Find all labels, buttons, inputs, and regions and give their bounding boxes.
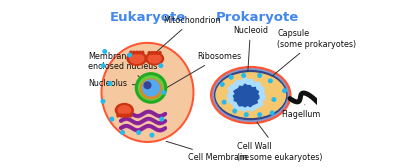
Ellipse shape [151, 52, 153, 54]
Ellipse shape [216, 73, 286, 117]
Text: Cell Membrane: Cell Membrane [166, 141, 250, 162]
Ellipse shape [142, 80, 160, 96]
Polygon shape [234, 84, 259, 107]
Circle shape [268, 79, 272, 83]
Circle shape [272, 98, 276, 101]
Circle shape [258, 113, 262, 116]
Circle shape [222, 100, 226, 104]
Ellipse shape [146, 52, 164, 65]
Ellipse shape [123, 114, 125, 117]
Text: Nucleoid: Nucleoid [233, 26, 268, 80]
Text: Nucleolus: Nucleolus [88, 79, 145, 88]
Circle shape [242, 74, 246, 77]
Text: Ribosomes: Ribosomes [164, 52, 242, 89]
Circle shape [220, 83, 224, 86]
Ellipse shape [154, 52, 156, 54]
Ellipse shape [120, 114, 122, 117]
Circle shape [108, 82, 112, 85]
Ellipse shape [156, 52, 158, 54]
Text: Membrane-
enclosed nucleus: Membrane- enclosed nucleus [88, 52, 157, 84]
Ellipse shape [144, 82, 151, 89]
Ellipse shape [133, 51, 135, 54]
Ellipse shape [159, 52, 161, 54]
Circle shape [101, 64, 105, 67]
Ellipse shape [130, 54, 144, 63]
Ellipse shape [118, 106, 130, 115]
Ellipse shape [101, 43, 194, 142]
Ellipse shape [138, 76, 164, 100]
Ellipse shape [117, 114, 119, 117]
Circle shape [150, 133, 154, 137]
Ellipse shape [139, 51, 141, 54]
Ellipse shape [140, 79, 162, 99]
Ellipse shape [126, 114, 128, 117]
Ellipse shape [213, 69, 288, 121]
Ellipse shape [103, 45, 192, 140]
Ellipse shape [130, 114, 132, 117]
Circle shape [233, 109, 236, 113]
Text: Eukaryote: Eukaryote [109, 11, 186, 24]
Ellipse shape [116, 104, 133, 117]
Circle shape [128, 53, 132, 57]
Text: Mitochondrion: Mitochondrion [153, 16, 221, 55]
Ellipse shape [127, 52, 146, 65]
Ellipse shape [142, 51, 144, 54]
Ellipse shape [136, 73, 167, 103]
Circle shape [121, 131, 124, 134]
Ellipse shape [148, 54, 161, 63]
Text: Capsule
(some prokaryotes): Capsule (some prokaryotes) [271, 29, 356, 77]
Text: Flagellum: Flagellum [281, 105, 320, 119]
Circle shape [283, 89, 286, 92]
Circle shape [160, 117, 164, 121]
Ellipse shape [148, 52, 150, 54]
Circle shape [110, 117, 114, 121]
Ellipse shape [130, 51, 132, 54]
Circle shape [270, 111, 274, 115]
Ellipse shape [215, 71, 287, 120]
Polygon shape [227, 78, 265, 111]
Text: Cell Wall
(in some eukaryotes): Cell Wall (in some eukaryotes) [236, 122, 322, 162]
Circle shape [103, 50, 106, 53]
Circle shape [244, 113, 248, 116]
Circle shape [159, 64, 163, 67]
Circle shape [137, 131, 140, 134]
Ellipse shape [136, 51, 138, 54]
Circle shape [101, 100, 105, 103]
Circle shape [229, 75, 233, 79]
Text: Prokaryote: Prokaryote [216, 11, 300, 24]
Circle shape [162, 91, 165, 94]
Ellipse shape [211, 67, 291, 124]
Circle shape [258, 74, 262, 77]
